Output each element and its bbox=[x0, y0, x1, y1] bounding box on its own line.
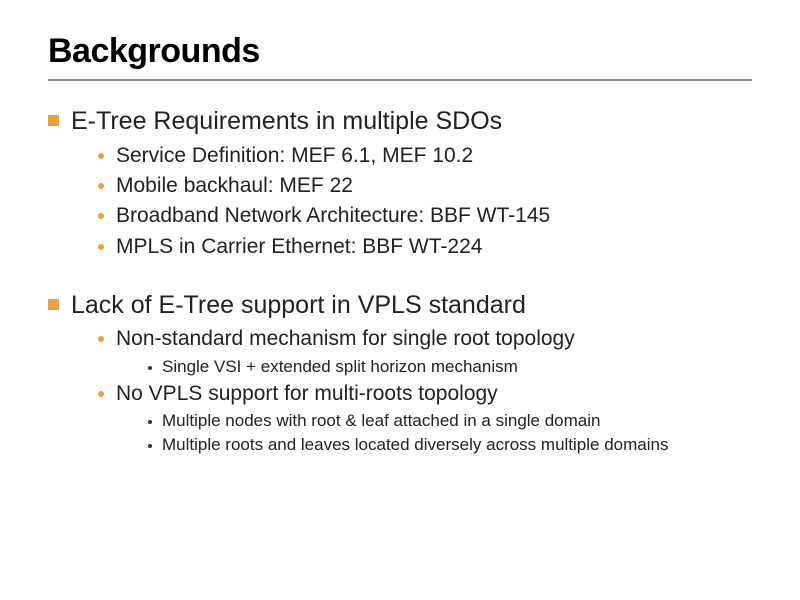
item-text: No VPLS support for multi-roots topology bbox=[116, 380, 498, 408]
list-item: Broadband Network Architecture: BBF WT-1… bbox=[98, 202, 752, 230]
dot-bullet-icon bbox=[98, 183, 104, 189]
square-bullet-icon bbox=[48, 299, 59, 310]
small-bullet-icon bbox=[148, 366, 152, 370]
list-item: Service Definition: MEF 6.1, MEF 10.2 bbox=[98, 142, 752, 170]
item-text: Non-standard mechanism for single root t… bbox=[116, 325, 575, 353]
list-item: MPLS in Carrier Ethernet: BBF WT-224 bbox=[98, 233, 752, 261]
heading-text: Lack of E-Tree support in VPLS standard bbox=[71, 289, 526, 322]
sub-list-item: Multiple roots and leaves located divers… bbox=[148, 434, 752, 457]
list-item: Mobile backhaul: MEF 22 bbox=[98, 172, 752, 200]
sub-item-text: Multiple roots and leaves located divers… bbox=[162, 434, 668, 457]
heading-text: E-Tree Requirements in multiple SDOs bbox=[71, 105, 502, 138]
section-heading: Lack of E-Tree support in VPLS standard bbox=[48, 289, 752, 322]
sub-item-text: Multiple nodes with root & leaf attached… bbox=[162, 410, 600, 433]
sub-item-text: Single VSI + extended split horizon mech… bbox=[162, 356, 518, 379]
small-bullet-icon bbox=[148, 444, 152, 448]
dot-bullet-icon bbox=[98, 213, 104, 219]
title-rule bbox=[48, 79, 752, 81]
dot-bullet-icon bbox=[98, 153, 104, 159]
item-text: Mobile backhaul: MEF 22 bbox=[116, 172, 353, 200]
section-1: Lack of E-Tree support in VPLS standard … bbox=[48, 289, 752, 457]
item-text: MPLS in Carrier Ethernet: BBF WT-224 bbox=[116, 233, 482, 261]
list-item: No VPLS support for multi-roots topology bbox=[98, 380, 752, 408]
slide-title: Backgrounds bbox=[48, 32, 752, 71]
item-text: Broadband Network Architecture: BBF WT-1… bbox=[116, 202, 550, 230]
item-text: Service Definition: MEF 6.1, MEF 10.2 bbox=[116, 142, 473, 170]
square-bullet-icon bbox=[48, 115, 59, 126]
small-bullet-icon bbox=[148, 420, 152, 424]
dot-bullet-icon bbox=[98, 391, 104, 397]
dot-bullet-icon bbox=[98, 336, 104, 342]
section-0: E-Tree Requirements in multiple SDOs Ser… bbox=[48, 105, 752, 261]
sub-list-item: Multiple nodes with root & leaf attached… bbox=[148, 410, 752, 433]
list-item: Non-standard mechanism for single root t… bbox=[98, 325, 752, 353]
dot-bullet-icon bbox=[98, 244, 104, 250]
sub-list-item: Single VSI + extended split horizon mech… bbox=[148, 356, 752, 379]
section-heading: E-Tree Requirements in multiple SDOs bbox=[48, 105, 752, 138]
